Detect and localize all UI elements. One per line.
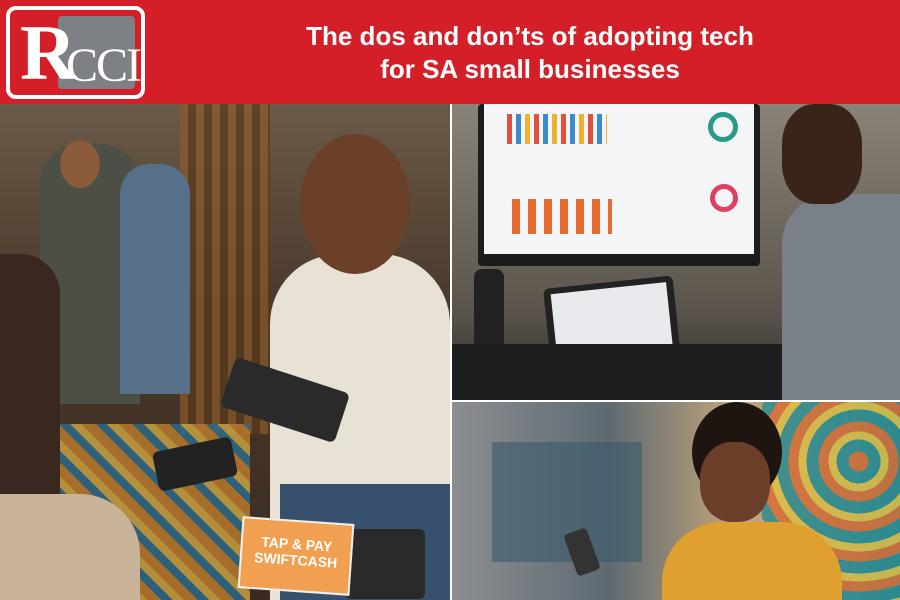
phone-user-photo (452, 402, 900, 600)
market-vendor-photo: TAP & PAY SWIFTCASH (0, 104, 450, 600)
dashboard-photo (452, 104, 900, 400)
title-line-2: for SA small businesses (380, 54, 680, 84)
header-banner: R CCI The dos and don’ts of adopting tec… (0, 0, 900, 104)
page-title: The dos and don’ts of adopting tech for … (200, 20, 860, 86)
title-line-1: The dos and don’ts of adopting tech (306, 21, 754, 51)
rcci-logo: R CCI (6, 6, 145, 99)
tap-and-pay-sign: TAP & PAY SWIFTCASH (237, 516, 355, 596)
